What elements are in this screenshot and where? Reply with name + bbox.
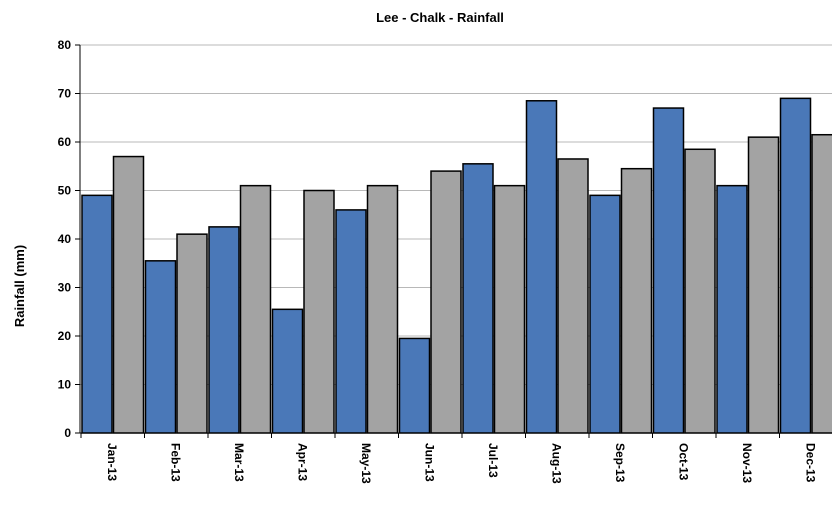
x-tick-label-may-13: May-13 <box>359 443 373 484</box>
x-tick-label-apr-13: Apr-13 <box>295 443 309 481</box>
bar-series-1-jun-13 <box>398 337 431 434</box>
bar-series-2-jul-13 <box>493 184 526 434</box>
x-tick-label-feb-13: Feb-13 <box>168 443 182 482</box>
y-tick-label: 50 <box>58 184 72 198</box>
x-tick-label-mar-13: Mar-13 <box>232 443 246 482</box>
bars <box>81 97 832 434</box>
x-tick-label-nov-13: Nov-13 <box>740 443 754 483</box>
y-tick-label: 20 <box>58 329 72 343</box>
bar-series-1-aug-13 <box>525 100 558 434</box>
bar-series-2-sep-13 <box>620 167 653 434</box>
bar-series-2-nov-13 <box>747 136 780 434</box>
x-tick-label-oct-13: Oct-13 <box>676 443 690 481</box>
bar-series-1-sep-13 <box>589 194 621 434</box>
bar-series-1-nov-13 <box>716 184 748 434</box>
x-tick-label-aug-13: Aug-13 <box>549 443 563 484</box>
bar-series-1-dec-13 <box>779 97 812 434</box>
y-tick-label: 10 <box>58 378 72 392</box>
bar-series-1-may-13 <box>335 209 367 434</box>
chart-title: Lee - Chalk - Rainfall <box>376 10 504 25</box>
x-tick-label-jun-13: Jun-13 <box>422 443 436 482</box>
bar-series-2-jun-13 <box>430 170 462 434</box>
bar-series-1-mar-13 <box>208 226 240 434</box>
bar-series-2-may-13 <box>366 184 399 434</box>
bar-series-1-apr-13 <box>271 308 304 434</box>
bar-series-1-jul-13 <box>462 163 494 434</box>
bar-series-1-jan-13 <box>81 194 113 434</box>
bar-series-2-oct-13 <box>684 148 716 434</box>
y-tick-label: 80 <box>58 38 72 52</box>
y-tick-label: 30 <box>58 281 72 295</box>
bar-series-1-feb-13 <box>144 260 177 434</box>
x-tick-label-jan-13: Jan-13 <box>105 443 119 481</box>
y-tick-label: 70 <box>58 87 72 101</box>
x-tick-label-sep-13: Sep-13 <box>613 443 627 483</box>
x-tick-label-jul-13: Jul-13 <box>486 443 500 478</box>
bar-series-1-oct-13 <box>652 107 685 434</box>
axes: 0 10 20 30 40 50 60 70 80 Jan-13 Feb-13 Mar-13 Apr-1… <box>58 38 832 484</box>
bar-series-2-dec-13 <box>811 133 832 434</box>
y-tick-label: 0 <box>64 426 71 440</box>
y-tick-label: 40 <box>58 232 72 246</box>
y-axis-label: Rainfall (mm) <box>12 245 27 327</box>
bar-series-2-mar-13 <box>239 184 272 434</box>
y-tick-label: 60 <box>58 135 72 149</box>
bar-series-2-aug-13 <box>557 158 589 434</box>
bar-series-2-jan-13 <box>112 155 145 434</box>
x-tick-label-dec-13: Dec-13 <box>803 443 817 483</box>
bar-series-2-feb-13 <box>176 233 208 434</box>
bar-series-2-apr-13 <box>303 189 335 434</box>
